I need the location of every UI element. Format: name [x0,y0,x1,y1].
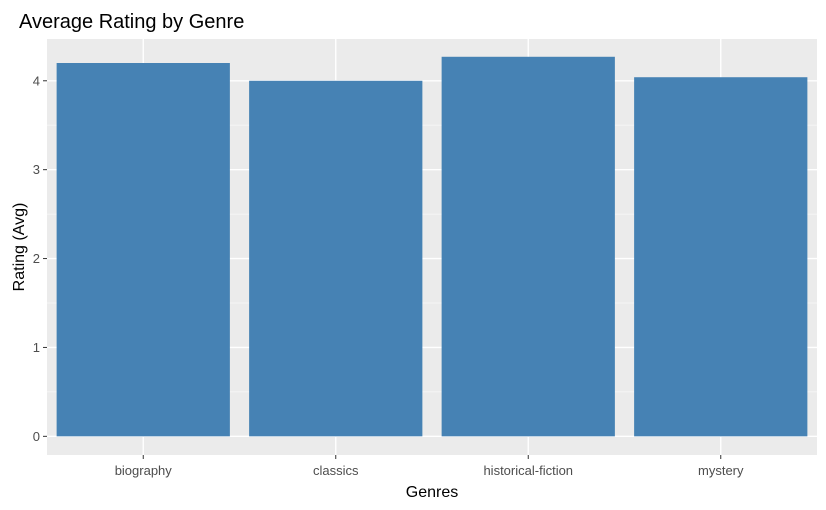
y-tick-label: 0 [33,429,40,444]
axis-layer: 0 1 2 3 4 biography classics historical-fiction… [33,73,744,478]
bar-historical-fiction [441,56,615,437]
bar-classics [249,80,423,437]
y-tick-label: 2 [33,251,40,266]
bars-layer [56,56,808,437]
bar-mystery [634,77,808,437]
y-tick-label: 4 [33,73,40,88]
y-tick-label: 3 [33,162,40,177]
x-tick-label: historical-fiction [483,463,573,478]
x-tick-label: mystery [698,463,744,478]
chart-title: Average Rating by Genre [19,11,244,33]
y-tick-label: 1 [33,340,40,355]
x-tick-label: classics [313,463,359,478]
bar-biography [56,63,230,437]
x-axis-title: Genres [406,484,458,501]
y-axis-title: Rating (Avg) [11,203,28,292]
x-tick-label: biography [115,463,173,478]
